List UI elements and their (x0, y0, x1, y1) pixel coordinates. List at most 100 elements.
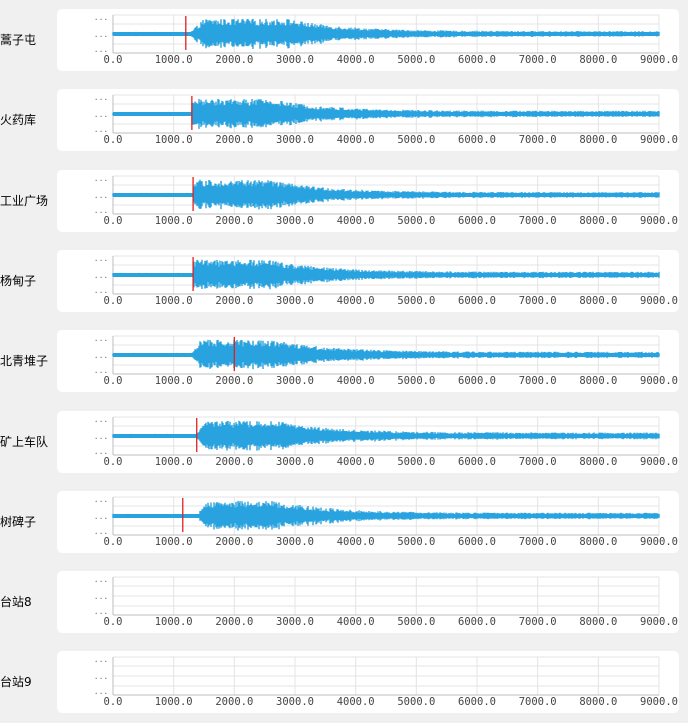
y-tick-label: ... (94, 174, 108, 183)
x-tick-label: 0.0 (104, 215, 123, 227)
x-tick-label: 2000.0 (215, 295, 253, 307)
x-tick-label: 4000.0 (337, 536, 375, 548)
x-tick-label: 9000.0 (640, 536, 678, 548)
waveform-series (112, 259, 660, 290)
y-tick-label: ... (94, 592, 108, 601)
x-tick-label: 4000.0 (337, 696, 375, 708)
y-tick-label: ... (94, 655, 108, 664)
x-tick-label: 9000.0 (640, 54, 678, 66)
x-tick-label: 5000.0 (397, 375, 435, 387)
x-tick-label: 8000.0 (579, 456, 617, 468)
x-tick-label: 9000.0 (640, 616, 678, 628)
y-tick-label: ... (94, 30, 108, 39)
x-tick-label: 5000.0 (397, 215, 435, 227)
waveform-panel: 0.0 1000.0 2000.0 3000.0 4000.0 5000.0 6000.0 7… (57, 330, 679, 393)
waveform-series (112, 99, 660, 130)
y-tick-label: ... (94, 45, 108, 54)
x-tick-label: 4000.0 (337, 295, 375, 307)
x-tick-label: 3000.0 (276, 456, 314, 468)
x-tick-label: 2000.0 (215, 215, 253, 227)
x-tick-label: 1000.0 (155, 134, 193, 146)
station-row: 杨甸子 0.0 1000.0 2000.0 3000.0 4000.0 5000.0 6000… (0, 249, 688, 314)
waveform-panel: 0.0 1000.0 2000.0 3000.0 4000.0 5000.0 6000.0 7… (57, 89, 679, 152)
x-tick-label: 6000.0 (458, 456, 496, 468)
x-tick-label: 6000.0 (458, 215, 496, 227)
x-tick-label: 9000.0 (640, 696, 678, 708)
y-tick-label: ... (94, 206, 108, 215)
x-tick-label: 3000.0 (276, 134, 314, 146)
x-tick-label: 0.0 (104, 536, 123, 548)
y-tick-label: ... (94, 687, 108, 696)
x-tick-label: 8000.0 (579, 696, 617, 708)
x-tick-label: 3000.0 (276, 696, 314, 708)
x-tick-label: 4000.0 (337, 456, 375, 468)
x-tick-label: 1000.0 (155, 536, 193, 548)
x-tick-label: 0.0 (104, 54, 123, 66)
x-tick-label: 2000.0 (215, 375, 253, 387)
x-tick-label: 8000.0 (579, 616, 617, 628)
station-label: 杨甸子 (0, 273, 37, 288)
y-tick-label: ... (94, 334, 108, 343)
x-tick-label: 4000.0 (337, 375, 375, 387)
y-tick-label: ... (94, 512, 108, 521)
x-tick-label: 1000.0 (155, 696, 193, 708)
station-row: 蒿子屯 0.0 1000.0 2000.0 3000.0 4000.0 5000.0 6000… (0, 9, 688, 73)
x-tick-label: 7000.0 (519, 375, 557, 387)
station-label: 树碑子 (0, 514, 37, 529)
station-row: 火药库 0.0 1000.0 2000.0 3000.0 4000.0 5000.0 6000… (0, 89, 688, 153)
x-tick-label: 5000.0 (397, 616, 435, 628)
x-tick-label: 6000.0 (458, 134, 496, 146)
x-tick-label: 9000.0 (640, 215, 678, 227)
y-tick-label: ... (94, 672, 108, 681)
x-tick-label: 6000.0 (458, 295, 496, 307)
station-label: 台站9 (0, 675, 32, 690)
station-row: 树碑子 0.0 1000.0 2000.0 3000.0 4000.0 5000.0 6000… (0, 490, 688, 555)
y-tick-label: ... (94, 110, 108, 119)
x-tick-label: 7000.0 (519, 134, 557, 146)
waveform-panel: 0.0 1000.0 2000.0 3000.0 4000.0 5000.0 6000.0 7… (57, 249, 679, 312)
x-tick-label: 3000.0 (276, 536, 314, 548)
x-tick-label: 2000.0 (215, 456, 253, 468)
x-tick-label: 6000.0 (458, 616, 496, 628)
waveform-series (112, 500, 660, 531)
y-tick-label: ... (94, 447, 108, 456)
waveform-chart: 0.0 1000.0 2000.0 3000.0 4000.0 5000.0 6000.0 7… (94, 13, 678, 66)
station-row: 北青堆子 0.0 1000.0 2000.0 3000.0 4000.0 5000.0 600… (0, 330, 688, 394)
x-tick-label: 1000.0 (155, 215, 193, 227)
y-tick-label: ... (94, 191, 108, 200)
station-label: 蒿子屯 (0, 33, 37, 47)
x-tick-label: 7000.0 (519, 54, 557, 66)
x-tick-label: 8000.0 (579, 54, 617, 66)
x-tick-label: 6000.0 (458, 54, 496, 66)
x-tick-label: 3000.0 (276, 295, 314, 307)
waveform-chart: 0.0 1000.0 2000.0 3000.0 4000.0 5000.0 6000.0 7… (94, 254, 678, 307)
x-tick-label: 0.0 (104, 456, 123, 468)
y-tick-label: ... (94, 125, 108, 134)
y-tick-label: ... (94, 366, 108, 375)
y-tick-label: ... (94, 495, 108, 504)
x-tick-label: 4000.0 (337, 215, 375, 227)
y-tick-label: ... (94, 351, 108, 360)
x-tick-label: 0.0 (104, 696, 123, 708)
station-label: 矿上车队 (0, 434, 49, 449)
x-tick-label: 8000.0 (579, 375, 617, 387)
waveform-panel: 0.0 1000.0 2000.0 3000.0 4000.0 5000.0 6000.0 7… (57, 169, 679, 232)
x-tick-label: 0.0 (104, 295, 123, 307)
x-tick-label: 7000.0 (519, 295, 557, 307)
waveform-chart: 0.0 1000.0 2000.0 3000.0 4000.0 5000.0 6000.0 7… (94, 93, 678, 146)
station-row: 台站9 0.0 1000.0 2000.0 3000.0 4000.0 5000.0 6000… (0, 651, 688, 715)
waveform-panel: 0.0 1000.0 2000.0 3000.0 4000.0 5000.0 6000.0 7… (57, 571, 679, 634)
x-tick-label: 7000.0 (519, 616, 557, 628)
y-tick-label: ... (94, 93, 108, 102)
x-tick-label: 0.0 (104, 375, 123, 387)
waveform-series (112, 179, 660, 209)
x-tick-label: 6000.0 (458, 375, 496, 387)
x-tick-label: 1000.0 (155, 456, 193, 468)
x-tick-label: 8000.0 (579, 536, 617, 548)
y-tick-label: ... (94, 432, 108, 441)
waveform-chart: 0.0 1000.0 2000.0 3000.0 4000.0 5000.0 6000.0 7… (94, 575, 678, 628)
x-tick-label: 5000.0 (397, 696, 435, 708)
y-tick-label: ... (94, 415, 108, 424)
waveform-chart: 0.0 1000.0 2000.0 3000.0 4000.0 5000.0 6000.0 7… (94, 415, 678, 468)
x-tick-label: 2000.0 (215, 696, 253, 708)
